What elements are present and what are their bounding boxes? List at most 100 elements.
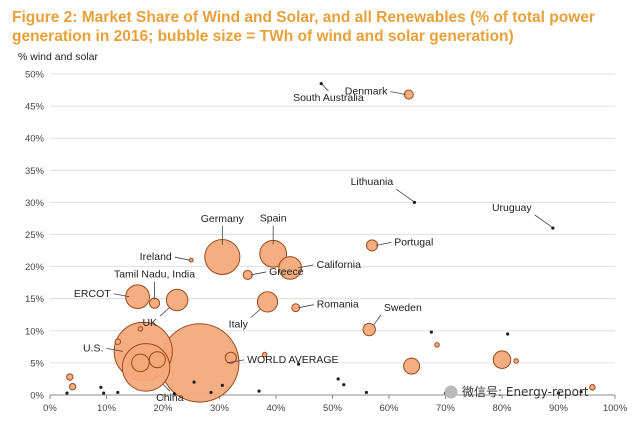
x-tick-label: 30% — [210, 403, 230, 414]
y-tick-label: 40% — [25, 134, 45, 145]
x-tick-label: 100% — [603, 403, 628, 414]
bubble-uruguay — [551, 226, 555, 230]
bubble — [102, 391, 106, 395]
data-label: WORLD AVERAGE — [247, 354, 338, 366]
x-tick-label: 40% — [266, 403, 286, 414]
bubble — [224, 351, 237, 364]
label-leader — [162, 383, 171, 392]
bubble — [192, 380, 196, 384]
bubble — [257, 389, 261, 393]
bubble — [114, 338, 122, 345]
bubble — [556, 391, 561, 395]
bubble-sweden — [362, 322, 376, 337]
y-axis-label: % wind and solar — [18, 51, 98, 63]
x-tick-label: 0% — [43, 403, 57, 414]
data-label: Ireland — [140, 251, 172, 263]
bubble — [137, 326, 144, 332]
bubble — [65, 391, 69, 395]
bubble — [297, 362, 301, 366]
y-tick-label: 20% — [25, 262, 45, 273]
data-label: Spain — [260, 213, 287, 225]
label-leader — [373, 314, 382, 326]
x-tick-label: 60% — [379, 403, 399, 414]
label-leader — [159, 307, 170, 317]
y-tick-label: 15% — [25, 294, 45, 305]
bubble — [116, 390, 120, 395]
data-label: Denmark — [345, 86, 388, 98]
x-tick-label: 90% — [549, 403, 569, 414]
bubble — [492, 350, 512, 369]
y-tick-label: 35% — [25, 166, 45, 177]
label-leader — [298, 304, 314, 309]
data-label: Sweden — [384, 302, 422, 314]
chart-title: Figure 2: Market Share of Wind and Solar… — [12, 9, 595, 45]
label-leader — [390, 91, 406, 95]
data-label: South Australia — [293, 92, 364, 104]
x-tick-label: 80% — [492, 403, 512, 414]
y-tick-label: 50% — [25, 70, 45, 81]
bubble — [172, 392, 176, 396]
data-label: Germany — [201, 213, 245, 225]
data-label: Romania — [317, 299, 359, 311]
y-tick-label: 5% — [30, 358, 44, 369]
bubble-ercot — [125, 284, 150, 310]
bubble — [403, 357, 421, 375]
watermark: 微信号: Energy-report — [444, 385, 589, 399]
bubbles — [65, 82, 596, 403]
bubble — [434, 342, 440, 348]
data-label: UK — [142, 317, 157, 329]
bubble-uk — [165, 288, 189, 312]
bubble — [506, 332, 510, 336]
axes: 0% 5% 10% 15% 20% 25% 30% 35% 40% 45% 50% 0% 10% 20% 3… — [25, 70, 628, 415]
bubble — [131, 353, 150, 373]
data-label: Tamil Nadu, India — [114, 268, 195, 280]
label-leader — [174, 256, 190, 261]
bubble — [429, 330, 433, 334]
data-label: Portugal — [394, 236, 433, 248]
x-tick-label: 10% — [97, 403, 117, 414]
data-label: Uruguay — [492, 202, 532, 214]
bubble-portugal — [366, 239, 379, 252]
x-tick-label: 50% — [323, 403, 343, 414]
data-label: Italy — [229, 318, 249, 330]
y-tick-label: 45% — [25, 102, 45, 113]
label-leader — [250, 271, 267, 276]
y-tick-label: 0% — [30, 391, 44, 402]
bubble — [261, 351, 268, 358]
bubble-south-australia — [319, 82, 323, 86]
label-leader — [322, 84, 329, 92]
bubble — [342, 383, 346, 387]
bubble-lithuania — [412, 200, 417, 204]
data-label: Lithuania — [351, 176, 394, 188]
label-leader — [106, 347, 123, 352]
x-tick-label: 70% — [436, 403, 456, 414]
y-tick-label: 25% — [25, 230, 45, 241]
bubble — [364, 390, 368, 395]
y-tick-label: 30% — [25, 198, 45, 209]
bubble — [336, 377, 340, 381]
data-label: Greece — [269, 266, 304, 278]
bubble-california — [278, 256, 302, 280]
y-tick-label: 10% — [25, 326, 45, 337]
label-leader — [113, 293, 130, 298]
bubble — [513, 358, 519, 364]
bubble — [148, 351, 166, 369]
bubble-italy — [256, 291, 279, 313]
bubble — [209, 390, 213, 395]
bubble — [66, 373, 74, 381]
label-leader — [227, 359, 245, 364]
bubble — [589, 384, 596, 391]
watermark-text: 微信号: Energy-report — [462, 385, 589, 399]
data-label: California — [317, 259, 362, 271]
label-leader — [375, 242, 392, 246]
label-leader — [395, 188, 414, 202]
bubble — [99, 385, 103, 389]
bubble — [68, 382, 77, 391]
bubble — [579, 390, 583, 394]
label-leader — [297, 264, 314, 269]
x-tick-label: 20% — [153, 403, 173, 414]
wechat-icon — [444, 385, 458, 399]
label-leader — [534, 214, 552, 228]
